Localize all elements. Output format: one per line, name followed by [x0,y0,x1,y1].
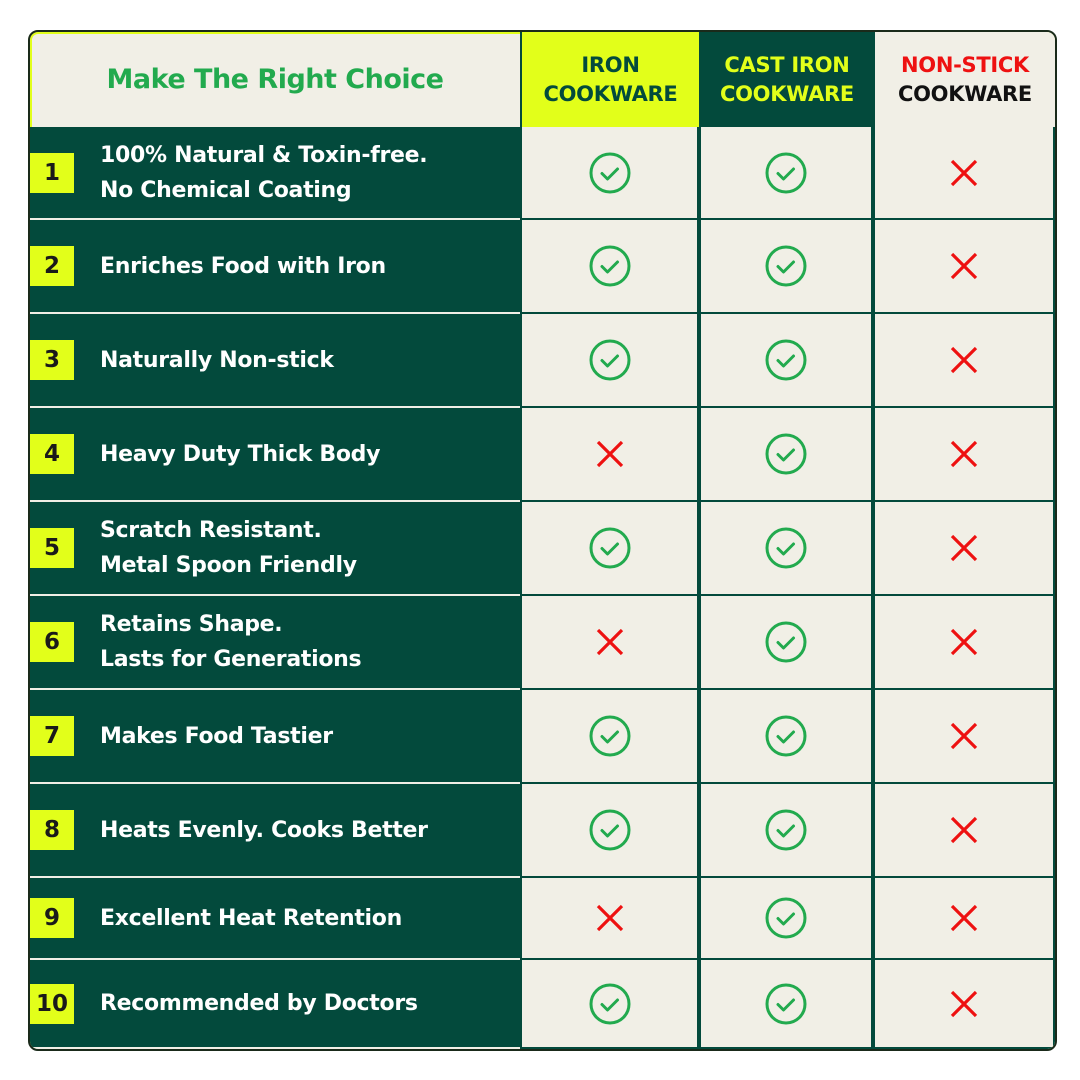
check-icon [520,690,699,784]
cross-icon [873,596,1055,690]
cross-icon [873,690,1055,784]
cross-icon [873,220,1055,314]
column-header-2: CAST IRON COOKWARE [699,32,873,127]
feature-text: Scratch Resistant. Metal Spoon Friendly [100,518,357,578]
column-header-1: IRON COOKWARE [520,32,699,127]
feature-row-1: 1 100% Natural & Toxin-free. No Chemical … [30,127,520,220]
column-header-line1: NON-STICK [901,52,1029,77]
cross-icon [873,960,1055,1049]
check-icon [520,784,699,878]
check-icon [699,596,873,690]
cross-icon [520,878,699,960]
check-icon [699,220,873,314]
row-number-badge: 9 [30,898,74,938]
feature-text: Heats Evenly. Cooks Better [100,817,428,843]
check-icon [699,314,873,408]
check-icon [699,878,873,960]
check-icon [699,960,873,1049]
row-number-badge: 2 [30,246,74,286]
feature-text: Heavy Duty Thick Body [100,441,381,467]
feature-row-4: 4 Heavy Duty Thick Body [30,408,520,502]
check-icon [520,127,699,220]
feature-row-8: 8 Heats Evenly. Cooks Better [30,784,520,878]
row-number-badge: 3 [30,340,74,380]
feature-text: 100% Natural & Toxin-free. No Chemical C… [100,142,428,203]
row-number-badge: 10 [30,983,74,1024]
check-icon [699,784,873,878]
row-number-badge: 8 [30,810,74,850]
check-icon [520,960,699,1049]
feature-text: Excellent Heat Retention [100,905,402,931]
column-header-line2: COOKWARE [720,81,854,106]
feature-text: Makes Food Tastier [100,723,333,749]
feature-row-3: 3 Naturally Non-stick [30,314,520,408]
row-number-badge: 4 [30,434,74,474]
feature-row-2: 2 Enriches Food with Iron [30,220,520,314]
row-number-badge: 7 [30,716,74,756]
row-number-badge: 6 [30,622,74,662]
feature-row-10: 10 Recommended by Doctors [30,960,520,1049]
cross-icon [873,878,1055,960]
column-header-3: NON-STICK COOKWARE [873,32,1055,127]
feature-row-6: 6 Retains Shape. Lasts for Generations [30,596,520,690]
cross-icon [873,502,1055,596]
feature-text: Retains Shape. Lasts for Generations [100,612,362,672]
feature-text: Naturally Non-stick [100,347,334,373]
check-icon [699,408,873,502]
check-icon [699,127,873,220]
row-number-badge: 5 [30,528,74,568]
check-icon [699,690,873,784]
cross-icon [873,784,1055,878]
feature-text: Recommended by Doctors [100,991,418,1016]
row-number-badge: 1 [30,152,74,193]
check-icon [699,502,873,596]
column-header-line2: COOKWARE [543,81,678,106]
cross-icon [873,127,1055,220]
feature-text: Enriches Food with Iron [100,253,386,279]
column-header-line2: COOKWARE [898,81,1032,106]
column-header-line1: CAST IRON [724,52,850,77]
cross-icon [873,408,1055,502]
feature-row-9: 9 Excellent Heat Retention [30,878,520,960]
cross-icon [520,596,699,690]
table-title: Make The Right Choice [106,64,444,95]
cross-icon [520,408,699,502]
comparison-table: Make The Right Choice IRON COOKWARE CAST I… [28,30,1057,1051]
check-icon [520,502,699,596]
column-header-line1: IRON [581,52,640,77]
check-icon [520,220,699,314]
feature-row-5: 5 Scratch Resistant. Metal Spoon Friendly [30,502,520,596]
feature-row-7: 7 Makes Food Tastier [30,690,520,784]
cross-icon [873,314,1055,408]
check-icon [520,314,699,408]
